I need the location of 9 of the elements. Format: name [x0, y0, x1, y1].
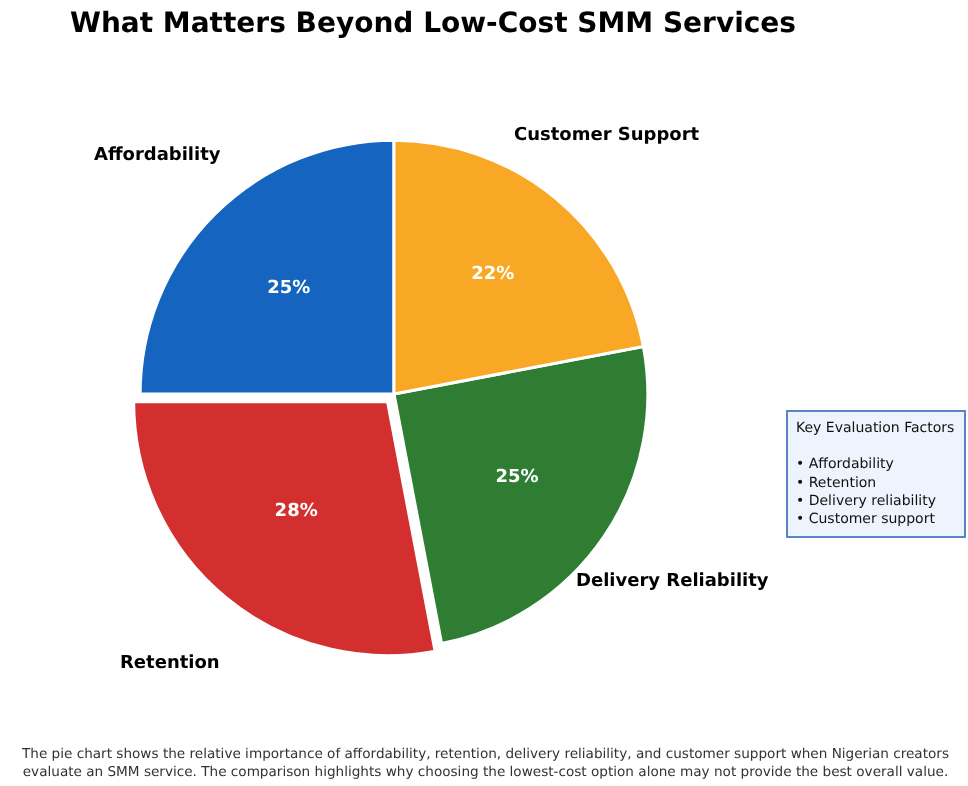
data-label: 25% [495, 467, 539, 488]
slice-label: Delivery Reliability [576, 572, 769, 592]
slice-label: Customer Support [514, 126, 701, 146]
data-label: 22% [471, 264, 515, 285]
data-label: 28% [274, 502, 318, 523]
chart-title: What Matters Beyond Low-Cost SMM Services [70, 7, 796, 40]
slice-label: Retention [120, 654, 220, 674]
data-label: 25% [267, 278, 311, 299]
slice-label: Affordability [94, 146, 221, 166]
